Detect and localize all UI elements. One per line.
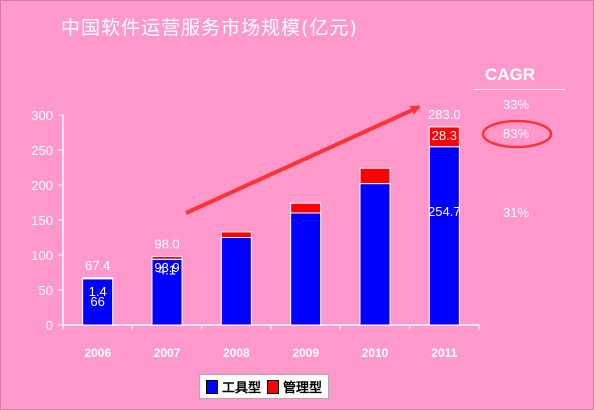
cagr-value: 31% (503, 205, 529, 220)
x-tick-label: 2006 (84, 346, 111, 360)
data-label-tool: 254.7 (428, 204, 461, 219)
x-tick-label: 2010 (362, 346, 389, 360)
y-tick-label: 200 (31, 178, 53, 193)
data-label-management: 1.4 (89, 284, 107, 299)
legend-swatch-management (267, 379, 280, 394)
legend-label-tool: 工具型 (222, 381, 262, 396)
bar-segment-management (359, 167, 391, 185)
cagr-values: 33% 83% 31% (503, 97, 529, 220)
bars (82, 126, 460, 326)
bar-segment-management (220, 231, 252, 238)
axes: 0 50 100 150 200 250 300 2006 2007 2008 2009 2010 20… (31, 108, 480, 360)
legend-label-management: 管理型 (283, 381, 323, 396)
cagr-divider (473, 89, 565, 90)
cagr-header: CAGR (485, 65, 536, 84)
x-tick-label: 2008 (223, 346, 250, 360)
bar-segment-tool (359, 183, 391, 326)
trend-arrow (185, 105, 421, 215)
y-tick-label: 150 (31, 213, 53, 228)
bar-segment-tool (82, 278, 114, 326)
data-label-total: 67.4 (85, 258, 110, 273)
y-tick-label: 300 (31, 108, 53, 123)
data-label-tool: 66 (90, 294, 104, 309)
chart-title: 中国软件运营服务市场规模(亿元) (61, 17, 358, 39)
y-tick-label: 250 (31, 143, 53, 158)
bar-segment-tool (151, 258, 183, 326)
x-tick-label: 2009 (292, 346, 319, 360)
bar-segment-tool (428, 146, 460, 326)
bar-segment-management (82, 277, 114, 280)
data-label-total: 283.0 (428, 107, 461, 122)
legend: 工具型 管理型 (199, 374, 330, 399)
bar-segment-management (290, 202, 322, 214)
data-label-management: 28.3 (432, 128, 457, 143)
cagr-value: 33% (503, 97, 529, 112)
data-label-management: 4.1 (158, 262, 176, 277)
data-labels: 67.4 1.466 98.0 4.193.9 283.0 28.3 254.7 (85, 107, 461, 309)
y-tick-label: 0 (46, 318, 53, 333)
bar-segment-tool (290, 212, 322, 326)
data-label-total: 98.0 (154, 236, 179, 251)
y-tick-label: 100 (31, 248, 53, 263)
bar-segment-management (428, 126, 460, 148)
data-label-tool: 93.9 (154, 260, 179, 275)
y-tick-label: 50 (39, 283, 53, 298)
x-tick-label: 2011 (431, 346, 457, 360)
cagr-value: 83% (503, 126, 529, 141)
cagr-highlight-circle (481, 119, 553, 149)
x-tick-label: 2007 (154, 346, 181, 360)
legend-swatch-tool (206, 379, 218, 394)
bar-segment-management (151, 255, 183, 260)
bar-segment-tool (220, 237, 252, 326)
